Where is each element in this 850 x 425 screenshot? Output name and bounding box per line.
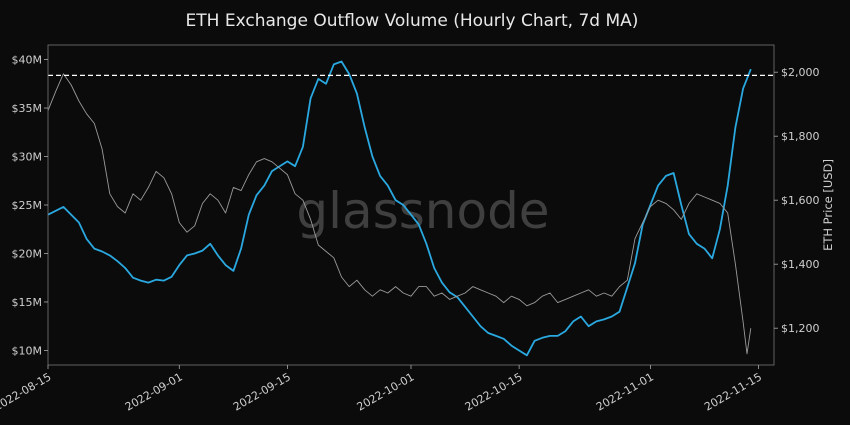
eth-price-line — [47, 73, 752, 355]
left-tick-label: $25M — [12, 199, 43, 212]
watermark: glassnode — [296, 182, 549, 240]
left-tick-label: $30M — [12, 151, 43, 164]
right-axis-label: ETH Price [USD] — [821, 159, 835, 251]
right-tick-label: $2,000 — [781, 66, 820, 79]
left-tick-label: $15M — [12, 296, 43, 309]
outflow-volume-line — [47, 60, 752, 357]
left-tick-label: $35M — [12, 102, 43, 115]
left-tick-label: $20M — [12, 247, 43, 260]
left-tick-label: $40M — [12, 54, 43, 67]
right-tick-label: $1,400 — [781, 258, 820, 271]
series-layer — [47, 60, 752, 357]
left-axis: $10M $15M $20M $25M $30M $35M $40M — [12, 54, 48, 357]
chart-title: ETH Exchange Outflow Volume (Hourly Char… — [186, 11, 639, 31]
right-axis: $1,200 $1,400 $1,600 $1,800 $2,000 — [774, 66, 820, 335]
right-tick-label: $1,200 — [781, 322, 820, 335]
right-tick-label: $1,800 — [781, 130, 820, 143]
left-tick-label: $10M — [12, 344, 43, 357]
right-tick-label: $1,600 — [781, 194, 820, 207]
